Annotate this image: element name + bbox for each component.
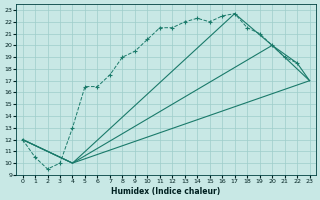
X-axis label: Humidex (Indice chaleur): Humidex (Indice chaleur) xyxy=(111,187,221,196)
